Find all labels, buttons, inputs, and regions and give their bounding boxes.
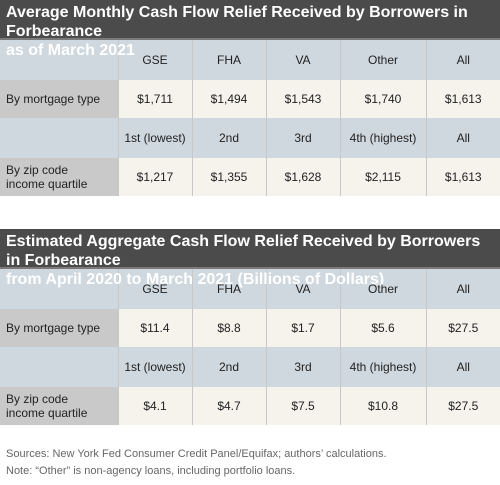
header-cell: VA [266,269,341,309]
table-title-line-2: as of March 2021 [6,42,135,59]
header-cell-blank [0,118,119,158]
table-cell: $4.7 [192,387,267,425]
row-label-line-1: By zip code [6,392,69,406]
table-title-line-1: Average Monthly Cash Flow Relief Receive… [6,4,468,40]
row-label-line-1: By zip code [6,163,69,177]
sources-text: Sources: New York Fed Consumer Credit Pa… [6,448,387,460]
header-cell: GSE [118,269,193,309]
data-table: GSE FHA VA Other All By mortgage type $1… [0,38,500,196]
header-row-income-quartile: 1st (lowest) 2nd 3rd 4th (highest) All [0,347,500,387]
table-cell: $1,613 [426,158,500,196]
source-notes: Sources: New York Fed Consumer Credit Pa… [6,446,387,480]
header-cell: Other [340,40,427,80]
table-aggregate-relief: Estimated Aggregate Cash Flow Relief Rec… [0,229,500,425]
table-average-monthly-relief: Average Monthly Cash Flow Relief Receive… [0,0,500,196]
note-text: Note: “Other” is non-agency loans, inclu… [6,465,296,477]
header-cell: 4th (highest) [340,347,427,387]
row-label-line-2: income quartile [6,406,88,420]
header-cell: 2nd [192,347,267,387]
header-cell: All [426,40,500,80]
row-label-line-2: income quartile [6,177,88,191]
table-title: Average Monthly Cash Flow Relief Receive… [0,0,500,59]
table-cell: $27.5 [426,309,500,347]
table-cell: $1,613 [426,80,500,118]
row-label: By zip code income quartile [0,387,119,425]
header-cell: 1st (lowest) [118,118,193,158]
row-label: By mortgage type [0,80,119,118]
header-cell: 4th (highest) [340,118,427,158]
table-cell: $7.5 [266,387,341,425]
table-cell: $4.1 [118,387,193,425]
header-row-mortgage-type: GSE FHA VA Other All [0,269,500,309]
header-cell: FHA [192,40,267,80]
row-label: By mortgage type [0,309,119,347]
table-row-mortgage-type: By mortgage type $11.4 $8.8 $1.7 $5.6 $2… [0,309,500,347]
header-cell: 3rd [266,118,341,158]
table-cell: $1,494 [192,80,267,118]
header-cell: 3rd [266,347,341,387]
table-title-line-1: Estimated Aggregate Cash Flow Relief Rec… [6,233,481,269]
header-row-income-quartile: 1st (lowest) 2nd 3rd 4th (highest) All [0,118,500,158]
header-cell: All [426,269,500,309]
table-cell: $1.7 [266,309,341,347]
header-cell: 2nd [192,118,267,158]
table-cell: $1,355 [192,158,267,196]
table-cell: $27.5 [426,387,500,425]
header-cell: All [426,347,500,387]
table-title: Estimated Aggregate Cash Flow Relief Rec… [0,229,500,288]
header-cell-blank [0,347,119,387]
table-cell: $5.6 [340,309,427,347]
header-row-mortgage-type: GSE FHA VA Other All [0,40,500,80]
table-row-income-quartile: By zip code income quartile $1,217 $1,35… [0,158,500,196]
table-cell: $1,711 [118,80,193,118]
header-cell-blank [0,269,119,309]
header-cell: All [426,118,500,158]
table-row-income-quartile: By zip code income quartile $4.1 $4.7 $7… [0,387,500,425]
header-cell: VA [266,40,341,80]
row-label: By zip code income quartile [0,158,119,196]
header-cell: FHA [192,269,267,309]
table-cell: $2,115 [340,158,427,196]
table-cell: $1,217 [118,158,193,196]
header-cell: Other [340,269,427,309]
table-title-line-2: from April 2020 to March 2021 (Billions … [6,271,385,288]
header-cell-blank [0,40,119,80]
table-row-mortgage-type: By mortgage type $1,711 $1,494 $1,543 $1… [0,80,500,118]
data-table: GSE FHA VA Other All By mortgage type $1… [0,267,500,425]
table-cell: $8.8 [192,309,267,347]
header-cell: 1st (lowest) [118,347,193,387]
header-cell: GSE [118,40,193,80]
table-cell: $1,740 [340,80,427,118]
table-cell: $11.4 [118,309,193,347]
table-cell: $1,628 [266,158,341,196]
table-cell: $1,543 [266,80,341,118]
table-cell: $10.8 [340,387,427,425]
